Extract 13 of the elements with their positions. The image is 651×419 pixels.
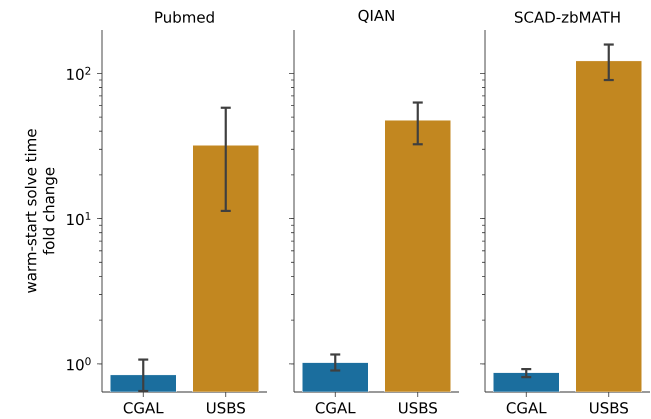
x-tick-label: USBS	[207, 402, 245, 414]
x-tick-label: USBS	[590, 402, 628, 414]
chart-title: QIAN	[358, 10, 394, 23]
y-tick-label: 10$^{2}$	[67, 66, 90, 80]
y-tick-label: 10$^{0}$	[67, 357, 91, 370]
y-tick-label: 10$^{1}$	[67, 212, 90, 226]
chart-title: Pubmed	[155, 11, 214, 23]
x-tick-label: CGAL	[124, 402, 164, 414]
x-tick-label: CGAL	[506, 402, 547, 414]
x-tick-label: CGAL	[316, 402, 356, 414]
chart-title: SCAD-zbMATH	[514, 11, 620, 23]
x-tick-label: USBS	[399, 402, 437, 414]
y-axis-title: warm-start solve time fold change	[24, 129, 58, 293]
